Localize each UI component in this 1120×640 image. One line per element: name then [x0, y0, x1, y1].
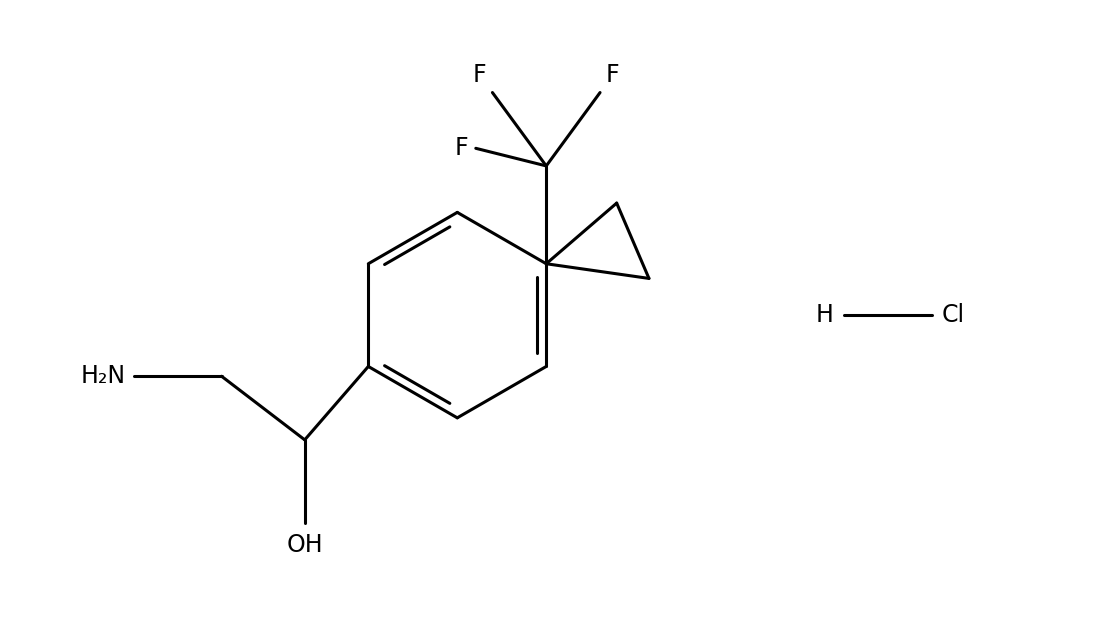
Text: H: H	[816, 303, 834, 327]
Text: OH: OH	[287, 532, 323, 557]
Text: H₂N: H₂N	[81, 364, 125, 388]
Text: F: F	[606, 63, 619, 86]
Text: F: F	[473, 63, 486, 86]
Text: F: F	[455, 136, 468, 160]
Text: Cl: Cl	[942, 303, 964, 327]
